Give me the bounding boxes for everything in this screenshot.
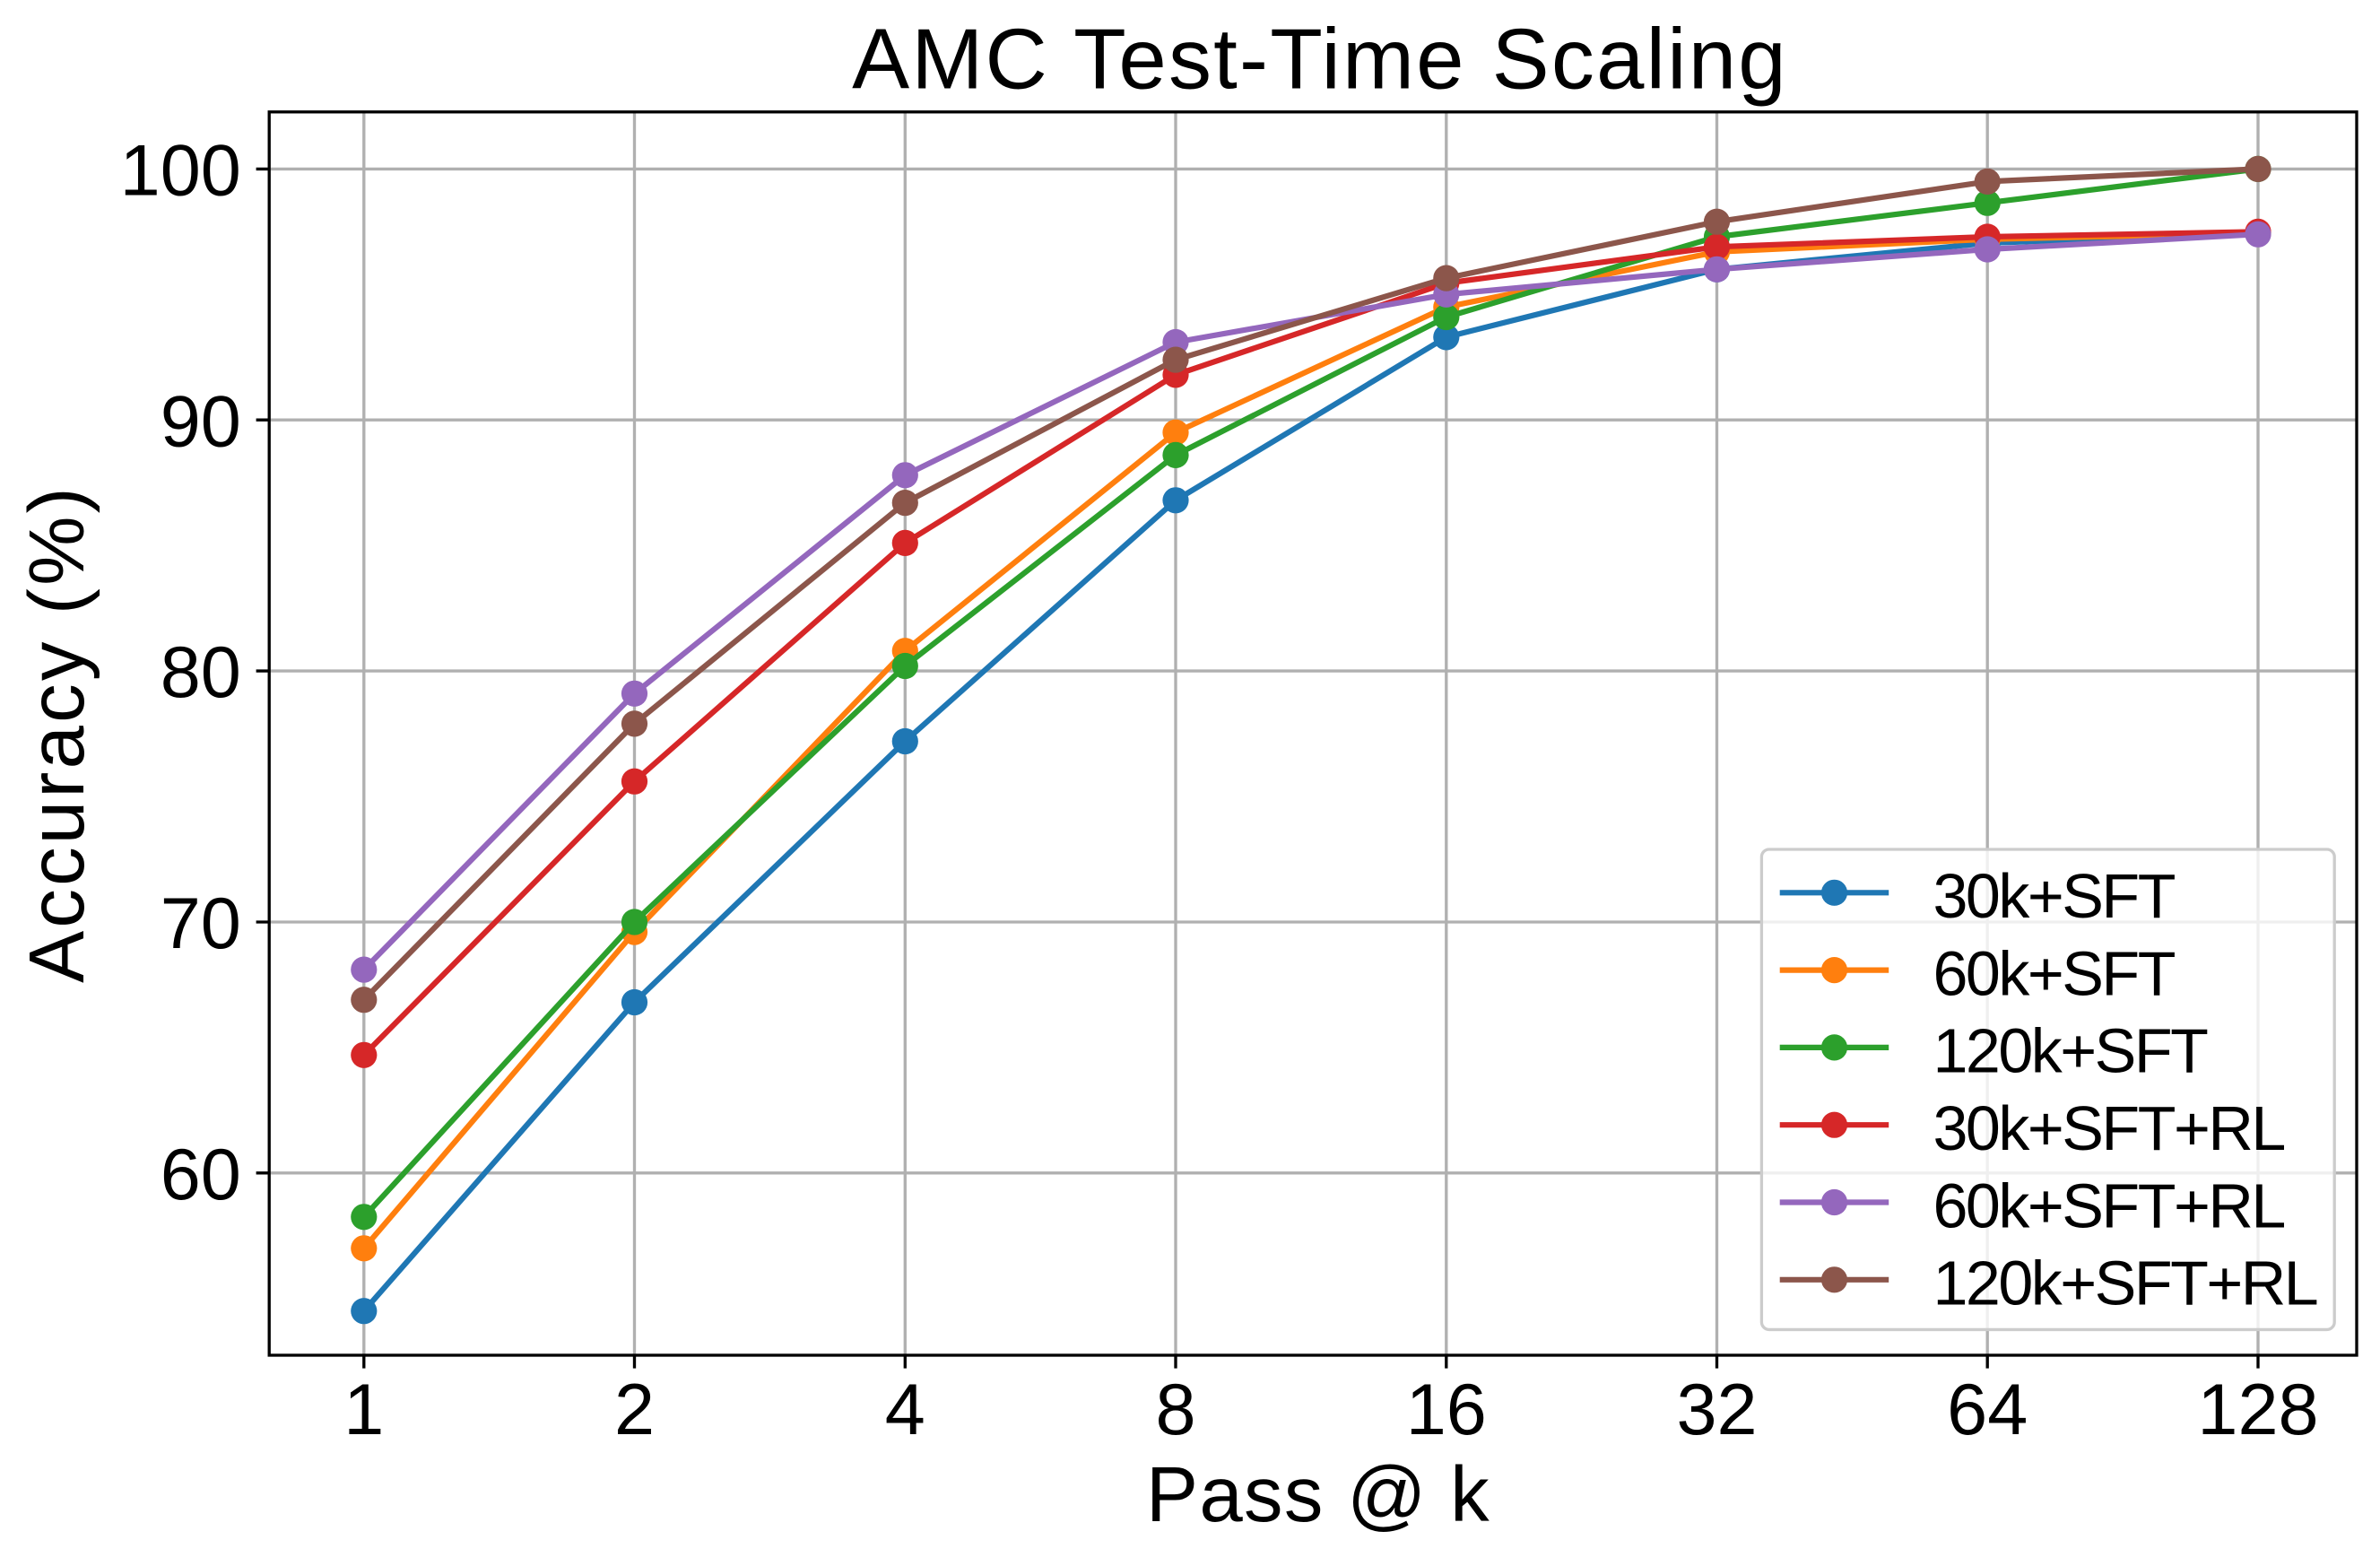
svg-text:120k+SFT: 120k+SFT [1933, 1016, 2209, 1086]
svg-text:80: 80 [161, 632, 241, 713]
svg-text:Pass @ k: Pass @ k [1146, 1451, 1490, 1538]
svg-text:60k+SFT: 60k+SFT [1933, 938, 2176, 1008]
svg-text:4: 4 [885, 1370, 925, 1450]
svg-text:AMC Test-Time Scaling: AMC Test-Time Scaling [852, 11, 1788, 107]
svg-text:128: 128 [2197, 1370, 2318, 1450]
svg-text:30k+SFT: 30k+SFT [1933, 861, 2176, 931]
svg-text:2: 2 [614, 1370, 655, 1450]
svg-text:8: 8 [1155, 1370, 1195, 1450]
svg-text:32: 32 [1676, 1370, 1757, 1450]
svg-text:16: 16 [1406, 1370, 1487, 1450]
svg-text:100: 100 [120, 130, 241, 211]
svg-text:Accuracy (%): Accuracy (%) [13, 484, 100, 983]
svg-text:30k+SFT+RL: 30k+SFT+RL [1933, 1093, 2285, 1163]
svg-text:70: 70 [161, 883, 241, 964]
svg-text:60: 60 [161, 1135, 241, 1215]
svg-text:90: 90 [161, 381, 241, 462]
svg-text:1: 1 [343, 1370, 384, 1450]
svg-text:60k+SFT+RL: 60k+SFT+RL [1933, 1170, 2285, 1240]
svg-text:120k+SFT+RL: 120k+SFT+RL [1933, 1248, 2317, 1318]
svg-text:64: 64 [1947, 1370, 2028, 1450]
